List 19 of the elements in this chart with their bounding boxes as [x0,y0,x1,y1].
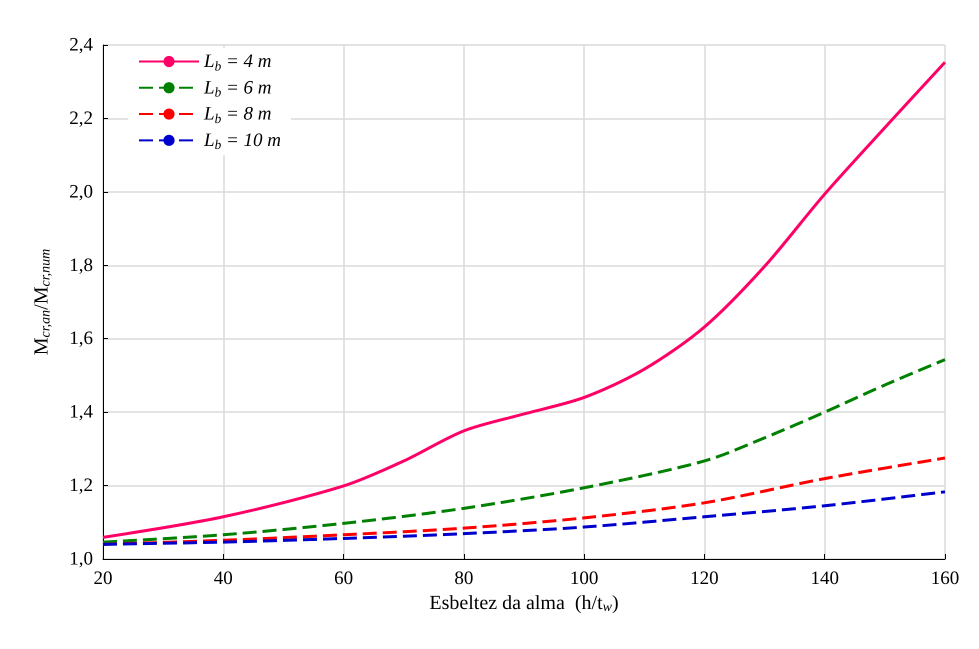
y-tick-label: 1,0 [69,548,93,570]
x-tick-label: 100 [570,568,598,589]
x-tick-label: 120 [690,568,719,589]
y-tick-label: 1,8 [69,254,93,276]
y-tick-label: 2,4 [69,34,94,56]
x-tick-label: 140 [810,568,839,589]
y-tick-label: 1,2 [69,475,93,496]
y-tick-label: 2,0 [69,181,93,202]
x-tick-label: 160 [930,568,960,589]
y-axis-title: Mcr,an/Mcr,num [30,248,54,356]
x-tick-label: 20 [94,568,112,589]
y-tick-label: 1,4 [69,402,94,423]
line-series [102,358,946,544]
line-series [102,490,946,546]
x-tick-label: 40 [214,568,233,589]
y-tick-label: 1,6 [69,328,93,350]
y-tick-label: 2,2 [69,108,93,129]
x-tick-label: 60 [334,568,354,589]
x-tick-label: 80 [454,568,474,589]
